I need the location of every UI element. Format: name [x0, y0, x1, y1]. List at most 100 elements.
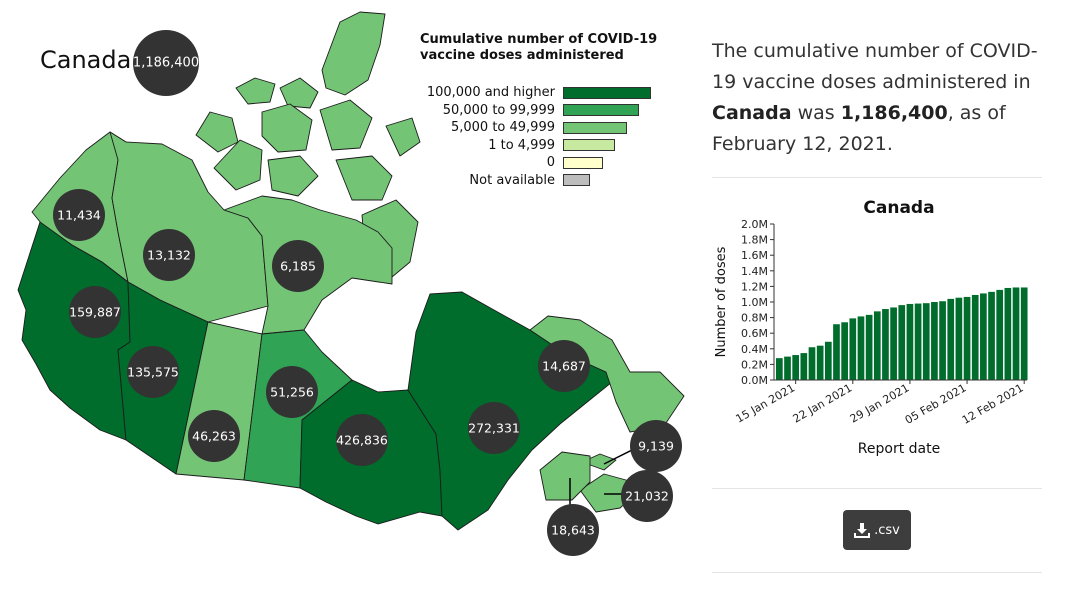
bar[interactable] [955, 297, 963, 380]
legend-swatch [563, 174, 590, 187]
bar[interactable] [890, 307, 897, 380]
divider-middle [712, 488, 1042, 489]
bubble-sk[interactable]: 46,263 [188, 410, 240, 462]
svg-text:14,687: 14,687 [542, 359, 586, 374]
summary-part3: , as of February 12, 2021. [712, 102, 1006, 155]
svg-text:6,185: 6,185 [280, 259, 316, 274]
bar[interactable] [841, 322, 848, 380]
y-tick-label: 1.6M [741, 249, 768, 262]
legend-swatch [563, 156, 603, 169]
map-legend: Cumulative number of COVID-19 vaccine do… [420, 32, 690, 189]
bar[interactable] [800, 353, 808, 380]
y-axis-label: Number of doses [714, 246, 729, 357]
bar[interactable] [1012, 287, 1020, 380]
bar[interactable] [784, 356, 791, 380]
legend-label: Not available [469, 172, 555, 188]
province-pe[interactable] [581, 453, 617, 471]
bubble-nl[interactable]: 14,687 [538, 340, 590, 392]
y-tick-label: 0.8M [741, 312, 768, 325]
legend-row: 100,000 and higher [420, 84, 690, 102]
y-tick-label: 1.0M [741, 296, 768, 309]
chart-title: Canada [863, 198, 934, 218]
legend-label: 100,000 and higher [426, 85, 555, 101]
bubble-mb[interactable]: 51,256 [266, 366, 318, 418]
bar[interactable] [996, 289, 1004, 380]
bar[interactable] [882, 309, 889, 380]
divider-top [712, 177, 1042, 178]
bar[interactable] [865, 314, 873, 380]
bar[interactable] [931, 302, 938, 380]
bar[interactable] [980, 293, 987, 380]
legend-row: 5,000 to 49,999 [420, 119, 690, 137]
bar[interactable] [833, 324, 840, 380]
bubble-bc[interactable]: 159,887 [69, 286, 121, 338]
bubble-ab[interactable]: 135,575 [127, 346, 179, 398]
bar[interactable] [792, 355, 800, 380]
summary-part1: The cumulative number of COVID-19 vaccin… [712, 40, 1038, 93]
bar[interactable] [988, 291, 995, 380]
bubble-qc[interactable]: 272,331 [468, 402, 520, 454]
x-tick-label: 12 Feb 2021 [960, 381, 1026, 426]
bubble-nt[interactable]: 13,132 [143, 229, 195, 281]
legend-swatch [563, 86, 651, 99]
bubble-on[interactable]: 426,836 [336, 414, 388, 466]
bar[interactable] [914, 303, 922, 380]
bar[interactable] [1020, 287, 1028, 380]
province-nb[interactable] [539, 451, 591, 501]
svg-text:1,186,400: 1,186,400 [133, 56, 199, 71]
x-tick-label: 15 Jan 2021 [734, 381, 798, 425]
bar[interactable] [898, 305, 906, 380]
bubble-nu[interactable]: 6,185 [272, 240, 324, 292]
bubble-nb[interactable]: 18,643 [547, 504, 599, 556]
bar[interactable] [906, 303, 914, 380]
legend-label: 1 to 4,999 [488, 137, 555, 153]
bar[interactable] [776, 358, 783, 380]
svg-text:272,331: 272,331 [468, 421, 520, 436]
map-panel: 11,434 13,132 6,185 159,887 135,575 46,2… [17, 11, 690, 556]
province-bc[interactable] [17, 221, 131, 441]
bar[interactable] [808, 347, 816, 380]
x-axis-label: Report date [858, 441, 940, 457]
legend-swatch [563, 139, 615, 152]
x-tick-label: 22 Jan 2021 [791, 381, 855, 425]
legend-title-line1: Cumulative number of COVID-19 [420, 32, 658, 47]
doses-bar-chart: Canada 0.0M 0.2M 0.4M 0.6M 0.8M 1.0M 1.2M 1.4M 1… [714, 198, 1028, 457]
svg-text:51,256: 51,256 [270, 385, 314, 400]
bar[interactable] [1004, 287, 1012, 380]
bar[interactable] [857, 316, 865, 380]
y-tick-label: 1.8M [741, 234, 768, 247]
y-tick-label: 1.2M [741, 280, 768, 293]
legend-rows: 100,000 and higher 50,000 to 99,999 5,00… [420, 84, 690, 189]
bubble-yt[interactable]: 11,434 [53, 189, 105, 241]
download-csv-label: .csv [874, 522, 900, 538]
y-tick-label: 0.0M [741, 374, 768, 387]
legend-label: 50,000 to 99,999 [442, 102, 555, 118]
bar[interactable] [849, 318, 857, 380]
bar[interactable] [971, 294, 979, 380]
legend-row: 0 [420, 154, 690, 172]
summary-text: The cumulative number of COVID-19 vaccin… [712, 36, 1042, 160]
bars-group [776, 287, 1028, 380]
y-tick-label: 0.2M [741, 358, 768, 371]
legend-row: 1 to 4,999 [420, 137, 690, 155]
bar[interactable] [963, 296, 971, 380]
y-tick-label: 0.4M [741, 343, 768, 356]
canada-total-bubble[interactable]: 1,186,400 [133, 30, 199, 96]
bar[interactable] [873, 311, 881, 380]
bar[interactable] [939, 301, 946, 380]
canada-map: 11,434 13,132 6,185 159,887 135,575 46,2… [17, 11, 685, 556]
download-icon [854, 522, 871, 538]
download-csv-button[interactable]: .csv [843, 510, 911, 550]
bubble-ns[interactable]: 21,032 [621, 470, 673, 522]
bar[interactable] [824, 341, 832, 380]
svg-text:18,643: 18,643 [551, 523, 595, 538]
bubble-pe[interactable]: 9,139 [630, 420, 682, 472]
bar[interactable] [816, 345, 824, 380]
svg-text:13,132: 13,132 [147, 248, 191, 263]
legend-label: 0 [546, 155, 555, 171]
bar[interactable] [947, 298, 955, 380]
legend-row: Not available [420, 172, 690, 190]
bar[interactable] [922, 303, 930, 380]
map-region-label: Canada [40, 46, 132, 74]
